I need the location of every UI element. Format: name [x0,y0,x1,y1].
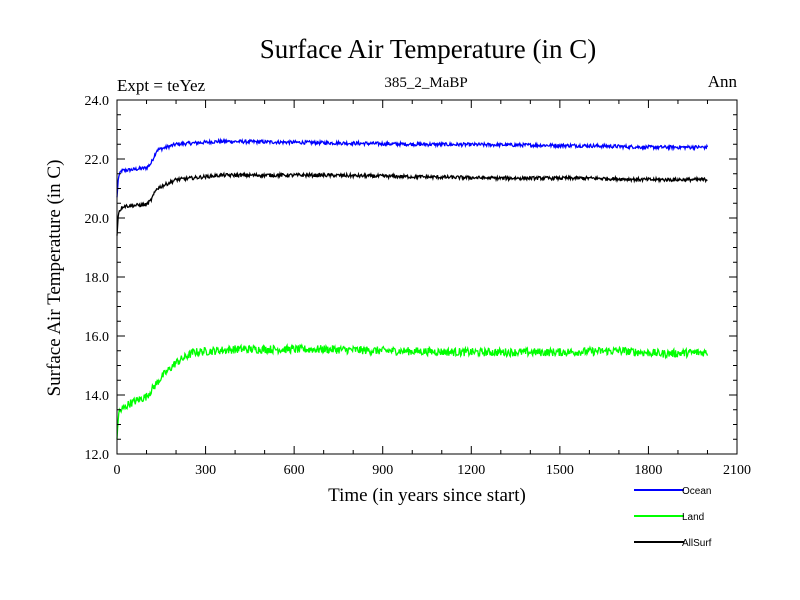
tick-layer: 0 300 600 900 1200 1500 1800 2100 12.0 14.0 16.0 18… [85,94,752,478]
x-tick-label: 0 [114,463,121,478]
legend-label-allsurf: AllSurf [682,538,712,549]
series-line-ocean [116,137,709,198]
x-tick-label: 600 [284,463,305,478]
x-tick-label: 900 [372,463,393,478]
series-layer [116,137,709,440]
plot-frame [116,99,738,455]
legend: Ocean Land AllSurf [634,486,712,549]
x-tick-label: 2100 [723,463,751,478]
x-tick-label: 1200 [457,463,485,478]
y-tick-label: 18.0 [85,271,110,286]
y-tick-label: 12.0 [85,448,110,463]
series-line-allsurf [116,171,708,236]
x-tick-label: 1500 [546,463,574,478]
x-tick-label: 1800 [634,463,662,478]
y-tick-label: 16.0 [85,330,110,345]
experiment-label: Expt = teYez [117,76,206,95]
series-line-land [116,343,709,440]
period-label: Ann [708,72,738,91]
x-tick-label: 300 [195,463,216,478]
legend-label-ocean: Ocean [682,486,711,497]
legend-label-land: Land [682,512,704,523]
chart-title: Surface Air Temperature (in C) [260,34,597,64]
y-tick-label: 24.0 [85,94,110,109]
chart-subtitle: 385_2_MaBP [384,75,467,91]
y-tick-label: 22.0 [85,153,110,168]
y-axis-label: Surface Air Temperature (in C) [44,160,65,397]
y-tick-label: 20.0 [85,212,110,227]
y-tick-label: 14.0 [85,389,110,404]
x-axis-label: Time (in years since start) [328,485,526,506]
